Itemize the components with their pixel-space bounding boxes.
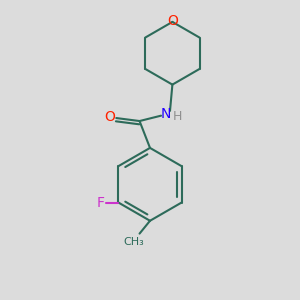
Text: H: H [172, 110, 182, 123]
Text: O: O [167, 14, 178, 28]
Text: N: N [160, 107, 171, 122]
Text: F: F [97, 196, 104, 210]
Text: O: O [104, 110, 115, 124]
Text: CH₃: CH₃ [124, 237, 145, 247]
